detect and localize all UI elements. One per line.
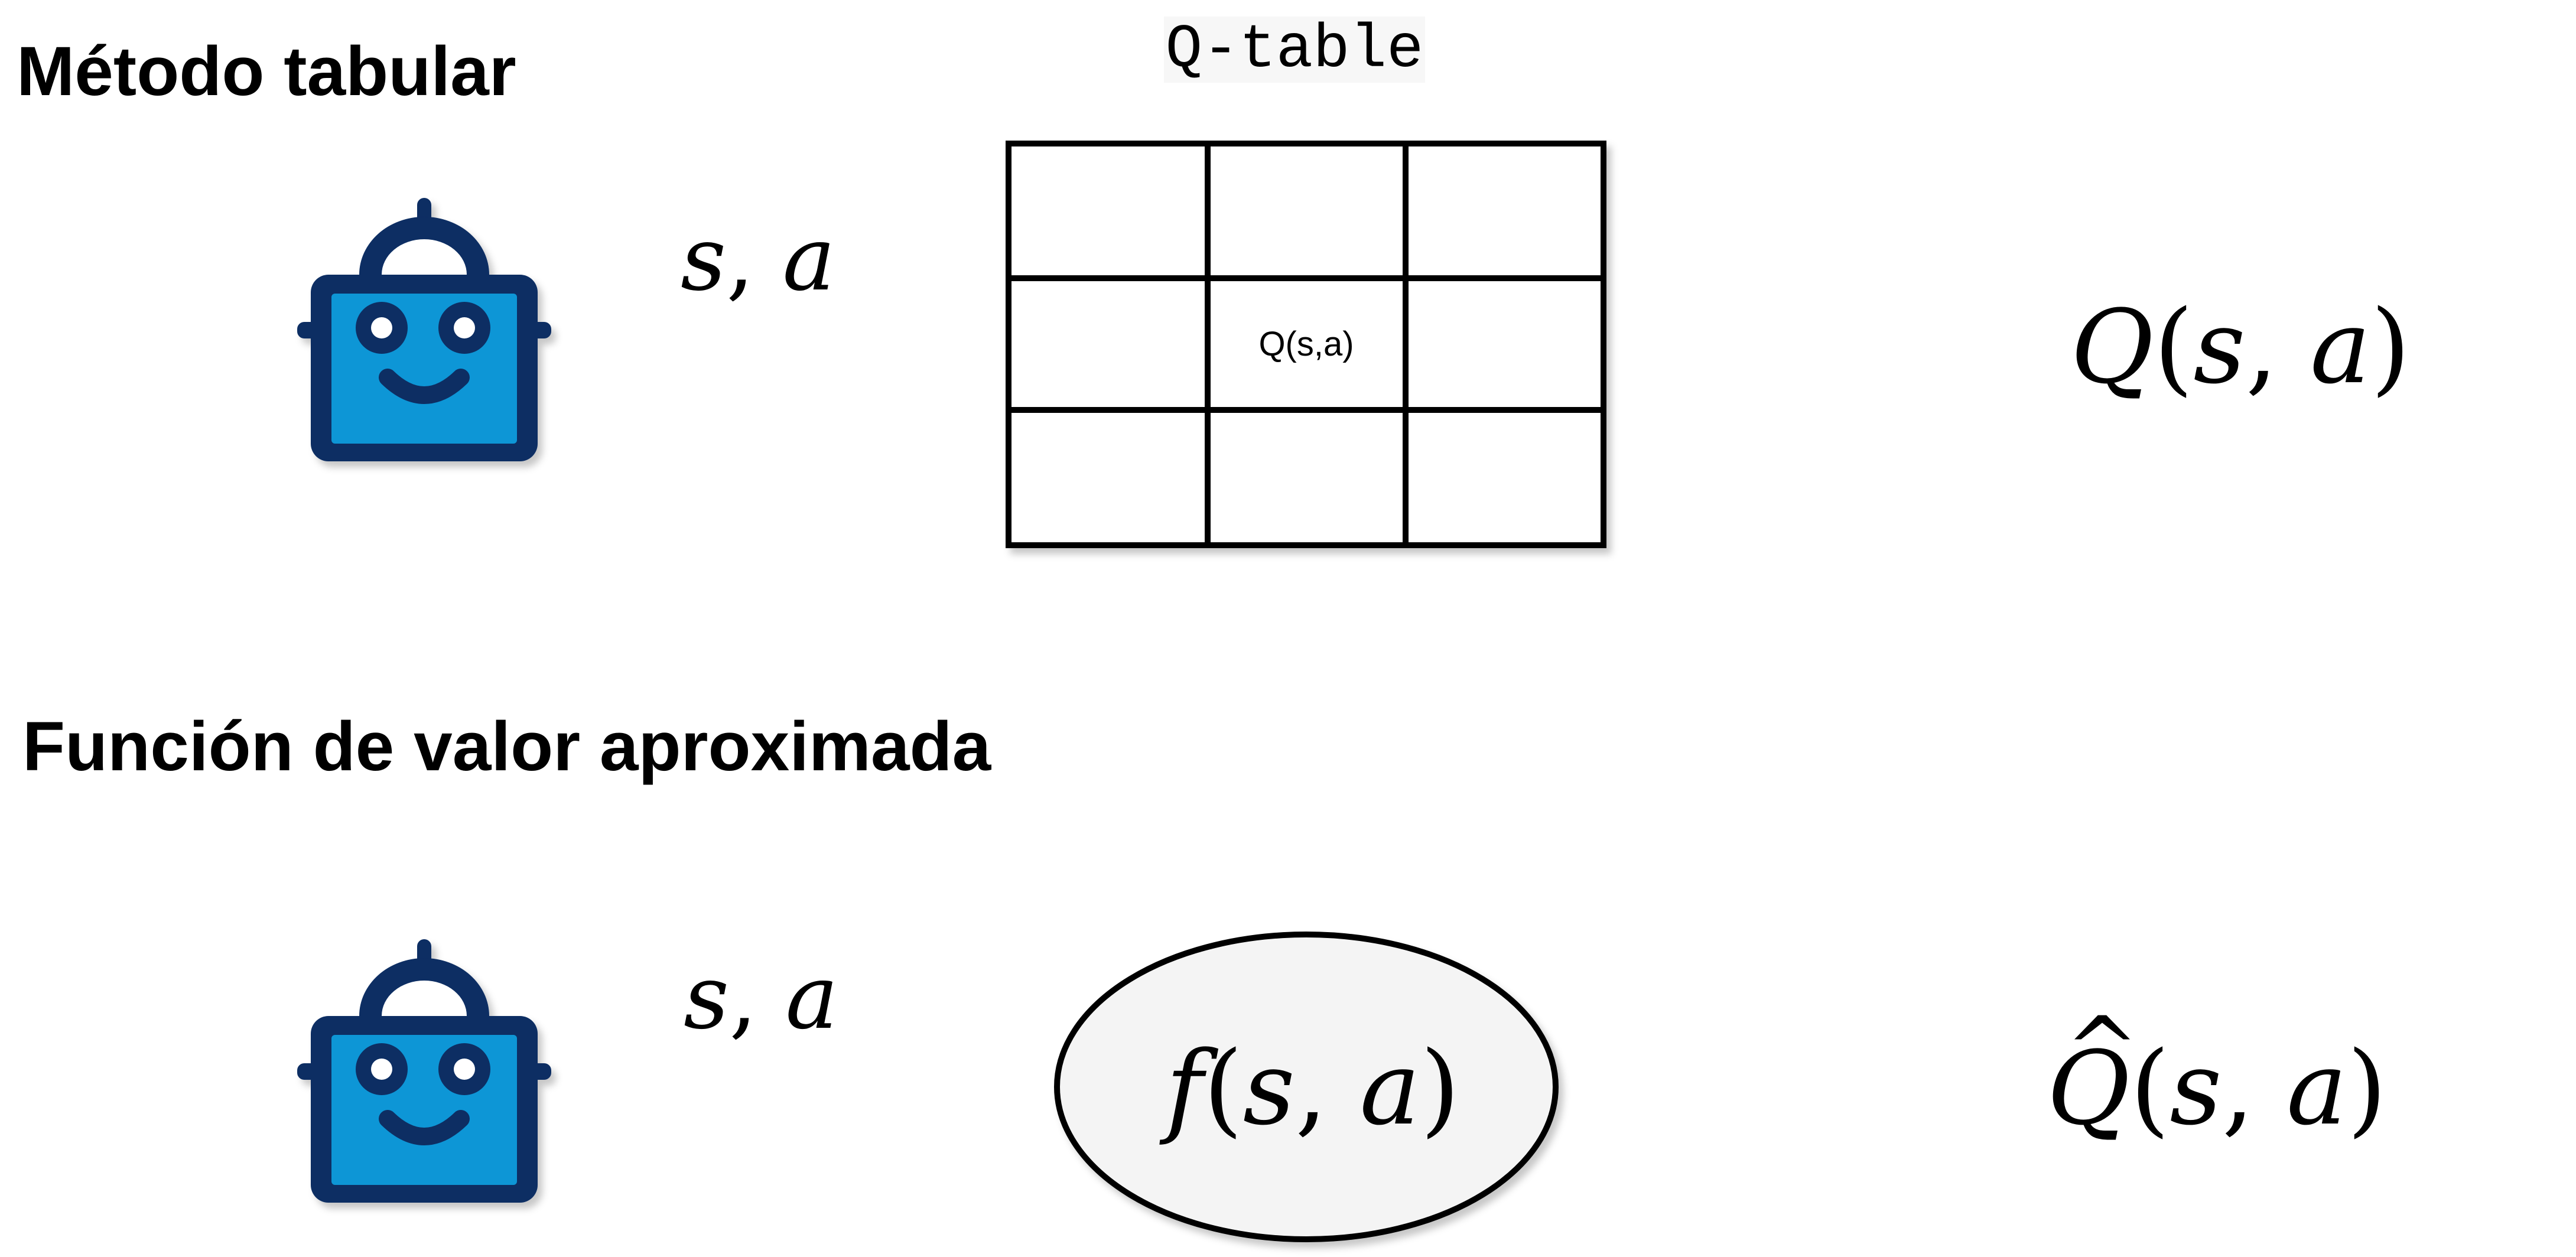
q-table-title: Q-table [1166, 15, 1424, 85]
input-label-tabular: s, a [681, 208, 835, 311]
input-label-approx: s, a [684, 946, 838, 1049]
robot-icon [297, 198, 551, 461]
function-label: f(s, a) [1159, 1029, 1460, 1148]
output-label-approx: Q(s, a) [2047, 1029, 2386, 1148]
output-label-tabular: Q(s, a) [2070, 288, 2410, 406]
output-hat: ^ [2065, 998, 2139, 1101]
q-table-title-bg [1164, 17, 1425, 83]
q-table-cell-label: Q(s,a) [1258, 325, 1354, 363]
section-title-tabular: Método tabular [17, 32, 516, 110]
function-ellipse [1054, 932, 1559, 1242]
section-title-approx: Función de valor aproximada [22, 708, 991, 786]
q-table [1006, 141, 1606, 548]
robot-icon [297, 939, 551, 1203]
